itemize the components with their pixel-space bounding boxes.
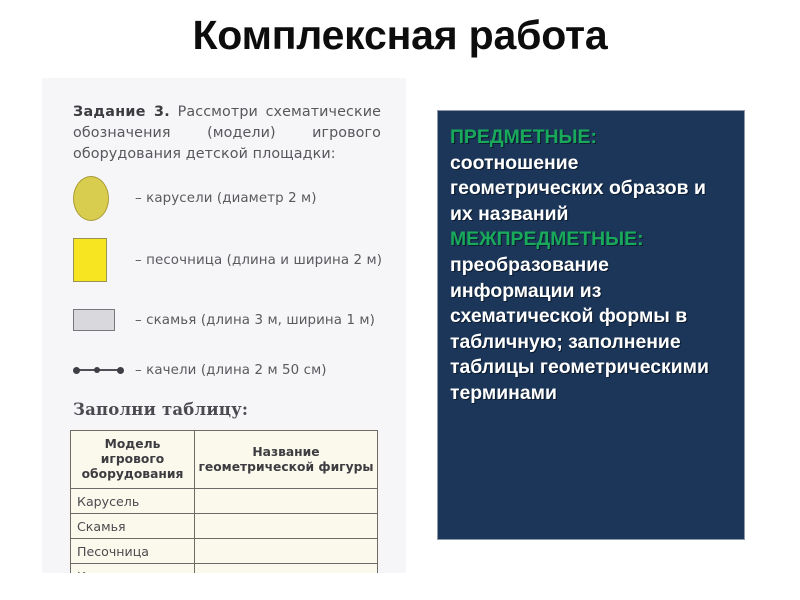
cell-model: Качели: [70, 563, 195, 573]
cell-model: Скамья: [70, 513, 195, 539]
cell-figure[interactable]: [194, 488, 378, 514]
yellow-ellipse-icon: [73, 175, 135, 221]
legend-item-swing: – качели (длина 2 м 50 см): [73, 346, 327, 394]
yellow-square-icon: [73, 238, 135, 282]
gray-rectangle-icon: [73, 309, 135, 331]
cell-model: Песочница: [70, 538, 195, 564]
subject-objectives-heading: ПРЕДМЕТНЫЕ:: [450, 126, 597, 148]
column-header-figure: Название геометрической фигуры: [194, 430, 378, 489]
interdisciplinary-objectives-heading: МЕЖПРЕДМЕТНЫЕ:: [450, 228, 644, 251]
equipment-figure-table: Модель игрового оборудования Название ге…: [70, 430, 378, 573]
legend-item-carousel: – карусели (диаметр 2 м): [73, 174, 317, 222]
task-number-label: Задание 3.: [73, 104, 170, 120]
table-row: Качели: [70, 563, 378, 573]
legend-label-sandbox: – песочница (длина и ширина 2 м): [135, 252, 383, 268]
page-title: Комплексная работа: [192, 12, 608, 58]
subject-objectives-body: соотношение геометрических образов и их …: [450, 151, 706, 225]
table-row: Скамья: [70, 513, 378, 539]
objectives-text: ПРЕДМЕТНЫЕ: соотношение геометрических об…: [450, 125, 732, 407]
table-row: Песочница: [70, 538, 378, 564]
cell-model: Карусель: [70, 488, 195, 514]
column-header-model: Модель игрового оборудования: [70, 430, 195, 489]
legend-label-bench: – скамья (длина 3 м, ширина 1 м): [135, 312, 375, 328]
task-instruction: Задание 3. Рассмотри схематические обозн…: [73, 102, 381, 165]
legend-label-swing: – качели (длина 2 м 50 см): [135, 362, 327, 378]
legend-item-sandbox: – песочница (длина и ширина 2 м): [73, 236, 382, 284]
cell-figure[interactable]: [194, 538, 378, 564]
swing-segment-icon: [73, 365, 135, 375]
objectives-panel: ПРЕДМЕТНЫЕ: соотношение геометрических об…: [437, 110, 745, 540]
legend-item-bench: – скамья (длина 3 м, ширина 1 м): [73, 296, 375, 344]
cell-figure[interactable]: [194, 513, 378, 539]
worksheet-image-panel: Задание 3. Рассмотри схематические обозн…: [42, 78, 406, 573]
legend-label-carousel: – карусели (диаметр 2 м): [135, 190, 317, 206]
fill-table-instruction: Заполни таблицу:: [73, 400, 249, 419]
cell-figure[interactable]: [194, 563, 378, 573]
interdisciplinary-objectives-body: преобразование информации из схематическ…: [450, 253, 709, 404]
table-header-row: Модель игрового оборудования Название ге…: [70, 430, 378, 489]
task-instruction-text: Рассмотри схематические обозначения (мод…: [73, 104, 381, 162]
table-row: Карусель: [70, 488, 378, 514]
